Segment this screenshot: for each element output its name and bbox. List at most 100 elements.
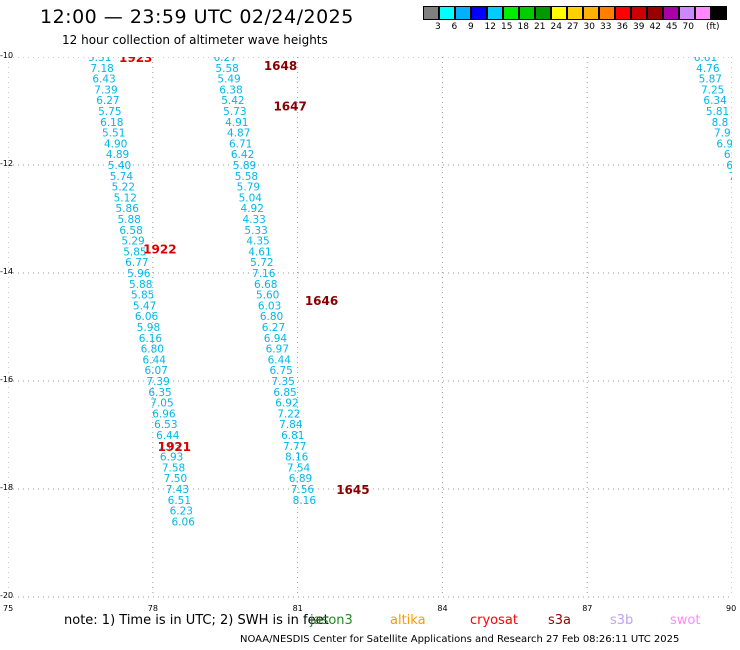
wave-height-label: 8.8 [712,117,729,129]
time-label: 1923 [119,57,152,65]
wave-height-label: 5.75 [98,106,121,118]
wave-height-label: 5.60 [256,290,279,302]
wave-height-label: 4.92 [241,203,264,215]
wave-height-label: 6.68 [254,279,277,291]
lat-tick-label: -10 [0,51,14,60]
wave-height-label: 6.96 [152,408,176,420]
wave-height-label: 6.58 [119,225,142,237]
legend-tick-label: 21 [534,22,546,32]
legend-tick-label: 12 [484,22,496,32]
legend-swatch [711,6,727,20]
wave-height-label: 7 [729,171,732,183]
wave-height-label: 7.54 [287,462,311,474]
time-label: 1922 [143,243,176,257]
wave-height-map: 5.317.186.437.396.275.756.185.514.904.89… [8,57,732,598]
legend-tick-label: 36 [616,22,628,32]
wave-height-label: 6.61 [694,57,717,64]
wave-height-label: 5.86 [116,203,140,215]
wave-height-label: 6.85 [273,387,296,399]
wave-height-label: 6.43 [92,74,115,86]
wave-height-label: 5.85 [123,246,146,258]
legend-tick-label: 27 [567,22,579,32]
lat-tick-label: -12 [0,159,14,168]
legend-tick-label: 45 [666,22,678,32]
wave-height-label: 5.12 [114,192,137,204]
wave-height-label: 6.35 [148,387,171,399]
lat-tick-label: -14 [0,267,14,276]
legend-swatch [519,6,535,20]
legend-swatch [503,6,519,20]
wave-height-label: 5.49 [217,74,240,86]
legend-tick-label: 18 [517,22,529,32]
wave-height-label: 4.61 [248,246,271,258]
wave-height-label: 5.31 [88,57,111,64]
wave-height-label: 7.58 [162,462,185,474]
time-label: 1648 [264,59,297,73]
wave-height-label: 4.76 [696,63,720,75]
legend-swatch [471,6,487,20]
wave-height-label: 5.88 [129,279,152,291]
satellite-altika: altika [390,613,426,628]
wave-height-label: 6 [726,160,732,172]
legend-tick-label: 33 [600,22,612,32]
wave-height-label: 5.40 [108,160,131,172]
wave-height-label: 7.77 [283,441,306,453]
legend-tick-label: 15 [501,22,513,32]
wave-height-label: 5.58 [235,171,258,183]
wave-height-label: 6.81 [281,430,304,442]
wave-height-label: 5.42 [221,95,244,107]
wave-height-label: 7.05 [150,398,173,410]
footer-note: note: 1) Time is in UTC; 2) SWH is in fe… [64,613,329,628]
wave-height-label: 5.47 [133,300,156,312]
legend-swatch [695,6,711,20]
satellite-s3a: s3a [548,613,572,628]
wave-height-label: 6.71 [229,138,252,150]
wave-height-label: 6 [724,149,731,161]
wave-height-label: 6.97 [266,344,289,356]
wave-height-label: 6.93 [160,452,183,464]
wave-height-label: 5.51 [102,128,125,140]
wave-height-label: 6.53 [154,419,177,431]
wave-height-label: 5.79 [237,182,260,194]
wave-height-label: 8.16 [285,452,309,464]
time-label: 1921 [158,440,191,454]
wave-height-label: 5.33 [244,225,267,237]
satellite-s3b: s3b [610,613,634,628]
wave-height-label: 5.72 [250,257,273,269]
legend-swatch [551,6,567,20]
wave-height-label: 6.34 [703,95,727,107]
wave-height-label: 6.89 [289,473,312,485]
wave-height-label: 6.75 [269,365,292,377]
lon-tick-label: 78 [147,604,158,613]
legend-swatch [567,6,583,20]
wave-height-label: 7.84 [279,419,303,431]
legend-swatch [663,6,679,20]
legend-tick-label: 70 [682,22,694,32]
wave-height-label: 5.04 [239,192,263,204]
satellite-cryosat: cryosat [470,613,518,628]
wave-height-label: 7.22 [277,408,300,420]
lon-tick-label: 81 [292,604,303,613]
legend-tick-label: 3 [435,22,441,32]
wave-height-label: 6.44 [268,354,292,366]
wave-height-label: 6.44 [143,354,167,366]
wave-height-label: 6.42 [231,149,254,161]
legend-tick-label: 30 [583,22,595,32]
wave-height-label: 7.50 [164,473,187,485]
page-title: 12:00 — 23:59 UTC 02/24/2025 [40,6,354,28]
wave-height-label: 5.87 [699,74,722,86]
lat-tick-label: -20 [0,591,14,600]
legend-swatch [487,6,503,20]
wave-height-label: 6.80 [141,344,164,356]
wave-height-label: 5.29 [121,236,144,248]
wave-height-label: 8.16 [293,495,317,507]
wave-height-label: 5.89 [233,160,256,172]
wave-height-label: 6.16 [139,333,163,345]
wave-height-label: 4.35 [246,236,269,248]
wave-height-label: 6.38 [219,84,242,96]
wave-height-label: 6.94 [264,333,288,345]
legend-unit-label: (ft) [706,22,720,32]
legend-swatch [647,6,663,20]
wave-height-label: 6.27 [96,95,119,107]
lon-tick-label: 90 [726,604,737,613]
